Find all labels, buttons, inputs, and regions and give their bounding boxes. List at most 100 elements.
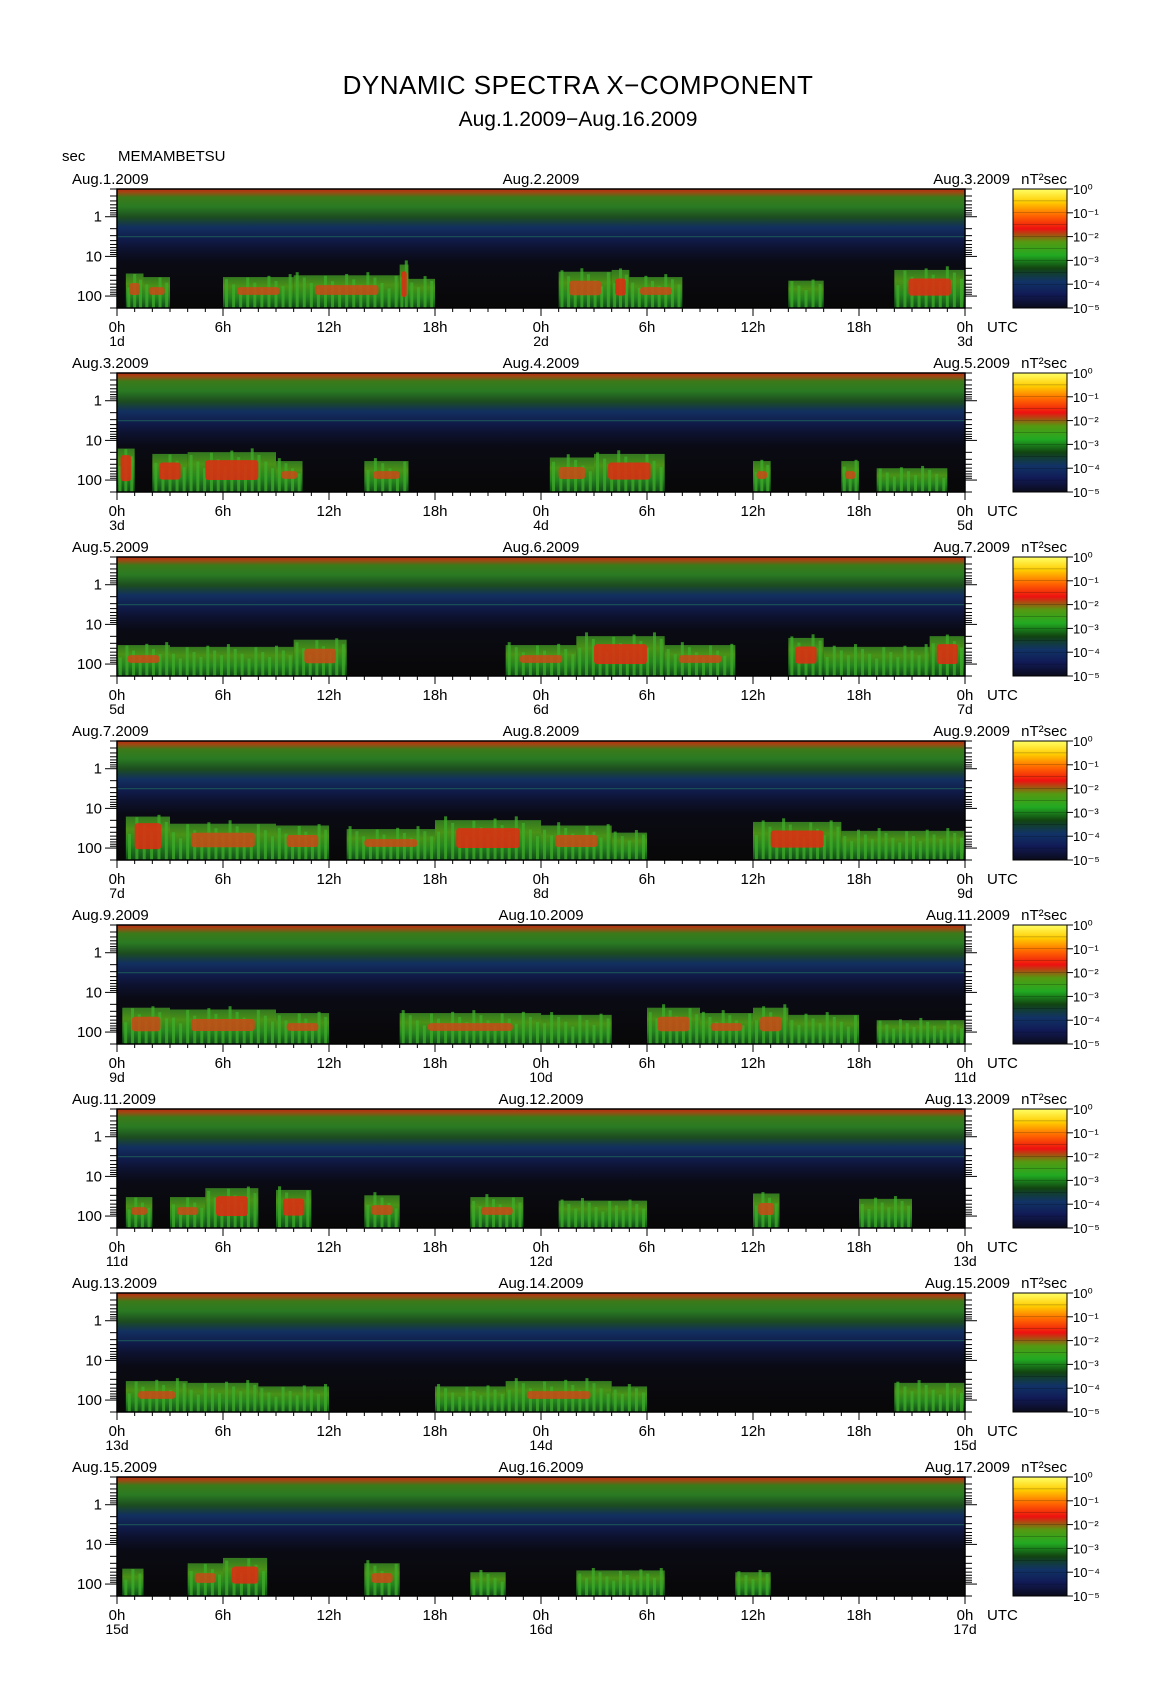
activity-streak [271,468,275,492]
activity-peak [148,287,165,295]
activity-streak [952,272,956,308]
activity-streak [387,1202,391,1228]
activity-streak [921,465,925,492]
activity-streak [839,1021,843,1044]
activity-streak [528,1016,532,1044]
activity-streak [571,654,575,676]
activity-streak [185,647,189,676]
activity-streak [437,1383,441,1412]
activity-peak [844,471,856,479]
activity-streak [639,1569,643,1596]
colorbar-label: 10⁻² [1073,230,1099,245]
activity-streak [884,832,888,860]
spectra-panel-8: Aug.15.2009 Aug.16.2009 Aug.17.2009 1 10 100 0… [72,1459,1100,1637]
activity-peak [427,1023,513,1031]
activity-streak [907,1205,911,1228]
activity-streak [701,1011,705,1044]
activity-streak [571,1026,575,1044]
day-label: 5d [957,517,973,533]
colorbar-unit: nT²sec [1021,1091,1067,1108]
activity-streak [317,1011,321,1044]
activity-streak [695,1014,699,1044]
activity-peak [639,287,672,295]
y-tick-label: 10 [85,616,102,633]
activity-streak [918,840,922,860]
colorbar-unit: nT²sec [1021,1459,1067,1476]
y-tick-label: 1 [94,1313,102,1330]
activity-streak [906,471,910,492]
activity-streak [659,467,663,492]
activity-band [170,646,294,676]
activity-streak [380,282,384,308]
panel-start-date: Aug.9.2009 [72,907,149,924]
activity-streak [256,1010,260,1044]
y-tick-label: 100 [77,1392,102,1409]
activity-streak [213,1197,217,1228]
activity-streak [734,1020,738,1044]
x-tick-label: 0h [533,871,550,888]
activity-streak [348,826,352,860]
activity-peak [480,1207,513,1215]
activity-streak [730,643,734,676]
activity-streak [744,1575,748,1596]
activity-streak [284,1020,288,1044]
colorbar-label: 10⁻² [1073,1150,1099,1165]
x-tick-label: 12h [740,1607,765,1624]
activity-group [125,1378,965,1412]
activity-peak [131,1207,148,1215]
activity-streak [165,282,169,308]
activity-streak [125,645,129,676]
activity-streak [257,454,261,492]
x-tick-label: 12h [740,687,765,704]
x-tick-label: 6h [639,687,656,704]
panel-mid-date: Aug.6.2009 [503,539,580,556]
y-tick-label: 1 [94,577,102,594]
activity-streak [472,1579,476,1596]
activity-streak [206,645,210,676]
activity-streak [875,658,879,676]
activity-streak [952,1388,956,1412]
activity-peak [657,1016,690,1032]
activity-streak [811,1018,815,1044]
activity-group [117,632,965,676]
activity-streak [832,645,836,676]
activity-streak [409,838,413,860]
activity-streak [395,473,399,492]
day-label: 10d [529,1069,552,1085]
day-label: 15d [105,1621,128,1637]
y-tick-label: 1 [94,761,102,778]
activity-streak [635,1204,639,1228]
activity-streak [387,1576,391,1596]
activity-group [125,1186,912,1228]
activity-streak [959,278,963,308]
activity-peak [281,471,298,479]
activity-peak [401,271,407,298]
activity-streak [240,653,244,676]
day-label: 8d [533,885,549,901]
activity-streak [295,272,299,308]
chart-title: DYNAMIC SPECTRA X−COMPONENT [342,70,814,100]
activity-streak [451,822,455,860]
x-unit-label: UTC [987,1055,1018,1072]
activity-streak [225,279,229,308]
activity-streak [592,1024,596,1044]
activity-streak [270,836,274,860]
activity-peak [758,1202,775,1216]
colorbar-label: 10⁻⁴ [1073,1565,1100,1580]
activity-streak [302,648,306,676]
activity-streak [341,644,345,676]
activity-streak [637,287,641,308]
activity-streak [148,1391,152,1412]
activity-peak [231,1566,259,1584]
colorbar-label: 10⁻⁴ [1073,645,1100,660]
activity-streak [632,1579,636,1596]
activity-streak [253,1193,257,1228]
colorbar-label: 10⁻⁵ [1073,853,1100,868]
activity-streak [472,1200,476,1228]
activity-streak [388,468,392,492]
activity-streak [253,1384,257,1412]
activity-streak [274,645,278,676]
activity-group [125,814,965,860]
activity-streak [263,830,267,860]
activity-streak [172,1017,176,1044]
